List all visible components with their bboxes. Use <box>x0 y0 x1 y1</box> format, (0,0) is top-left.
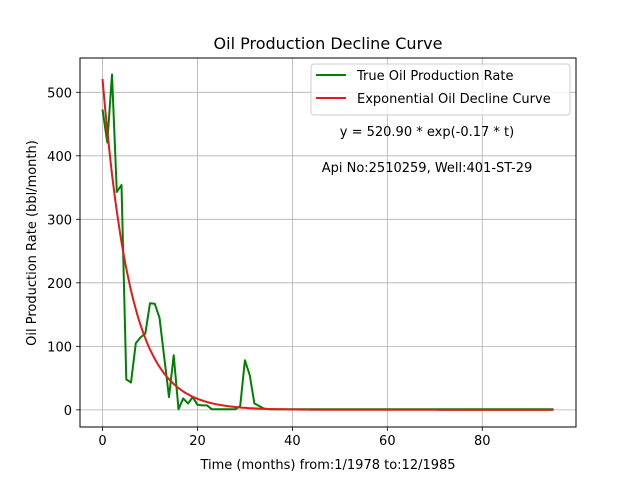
legend-box <box>310 63 571 116</box>
y-tick-label: 200 <box>47 277 72 292</box>
equation-annotation: y = 520.90 * exp(-0.17 * t) <box>340 125 514 140</box>
legend-label-true-rate: True Oil Production Rate <box>356 69 513 84</box>
y-tick-label: 300 <box>47 213 72 228</box>
series-lines <box>101 73 554 411</box>
legend-label-exponential: Exponential Oil Decline Curve <box>357 92 551 107</box>
well-annotation: Api No:2510259, Well:401-ST-29 <box>322 161 533 176</box>
x-axis-label: Time (months) from:1/1978 to:12/1985 <box>199 458 455 473</box>
y-tick-label: 500 <box>47 86 72 101</box>
x-tick-label: 0 <box>98 434 106 449</box>
x-tick-label: 20 <box>189 434 206 449</box>
y-axis-ticks: 0 100 200 300 400 500 <box>47 86 80 419</box>
y-axis-label: Oil Production Rate (bbl/month) <box>25 140 40 346</box>
chart-title: Oil Production Decline Curve <box>214 34 443 53</box>
x-tick-label: 40 <box>284 434 301 449</box>
x-axis-ticks: 0 20 40 60 80 <box>98 427 491 449</box>
y-tick-label: 100 <box>47 340 72 355</box>
y-tick-label: 0 <box>64 404 72 419</box>
y-tick-label: 400 <box>47 150 72 165</box>
plot-frame <box>79 57 577 428</box>
series-line-exponential <box>101 78 554 411</box>
legend: True Oil Production Rate Exponential Oil… <box>310 63 571 116</box>
x-tick-label: 80 <box>474 434 491 449</box>
x-tick-label: 60 <box>379 434 396 449</box>
